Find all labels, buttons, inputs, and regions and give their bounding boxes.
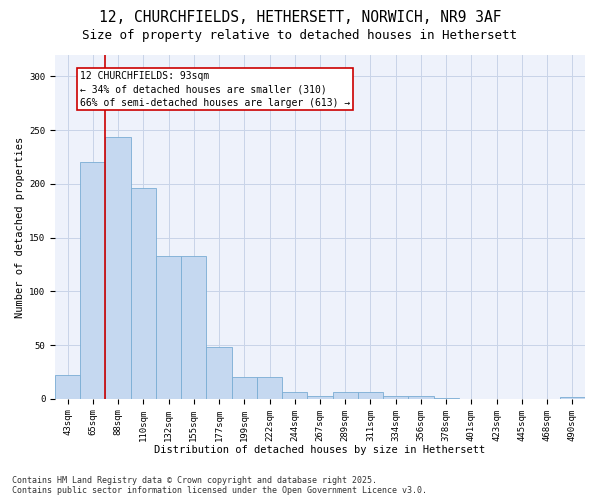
Bar bbox=[560, 396, 585, 399]
Bar bbox=[332, 392, 358, 399]
Bar bbox=[434, 398, 459, 399]
Bar bbox=[409, 396, 434, 399]
Bar bbox=[257, 378, 282, 399]
X-axis label: Distribution of detached houses by size in Hethersett: Distribution of detached houses by size … bbox=[154, 445, 485, 455]
Text: Size of property relative to detached houses in Hethersett: Size of property relative to detached ho… bbox=[83, 29, 517, 42]
Bar bbox=[358, 392, 383, 399]
Bar bbox=[106, 136, 131, 399]
Bar bbox=[307, 396, 332, 399]
Text: 12, CHURCHFIELDS, HETHERSETT, NORWICH, NR9 3AF: 12, CHURCHFIELDS, HETHERSETT, NORWICH, N… bbox=[99, 10, 501, 25]
Bar bbox=[383, 396, 409, 399]
Y-axis label: Number of detached properties: Number of detached properties bbox=[15, 136, 25, 318]
Bar bbox=[181, 256, 206, 399]
Bar bbox=[131, 188, 156, 399]
Text: 12 CHURCHFIELDS: 93sqm
← 34% of detached houses are smaller (310)
66% of semi-de: 12 CHURCHFIELDS: 93sqm ← 34% of detached… bbox=[80, 71, 350, 108]
Bar bbox=[206, 348, 232, 399]
Text: Contains HM Land Registry data © Crown copyright and database right 2025.
Contai: Contains HM Land Registry data © Crown c… bbox=[12, 476, 427, 495]
Bar bbox=[282, 392, 307, 399]
Bar bbox=[80, 162, 106, 399]
Bar bbox=[55, 375, 80, 399]
Bar bbox=[232, 378, 257, 399]
Bar bbox=[156, 256, 181, 399]
